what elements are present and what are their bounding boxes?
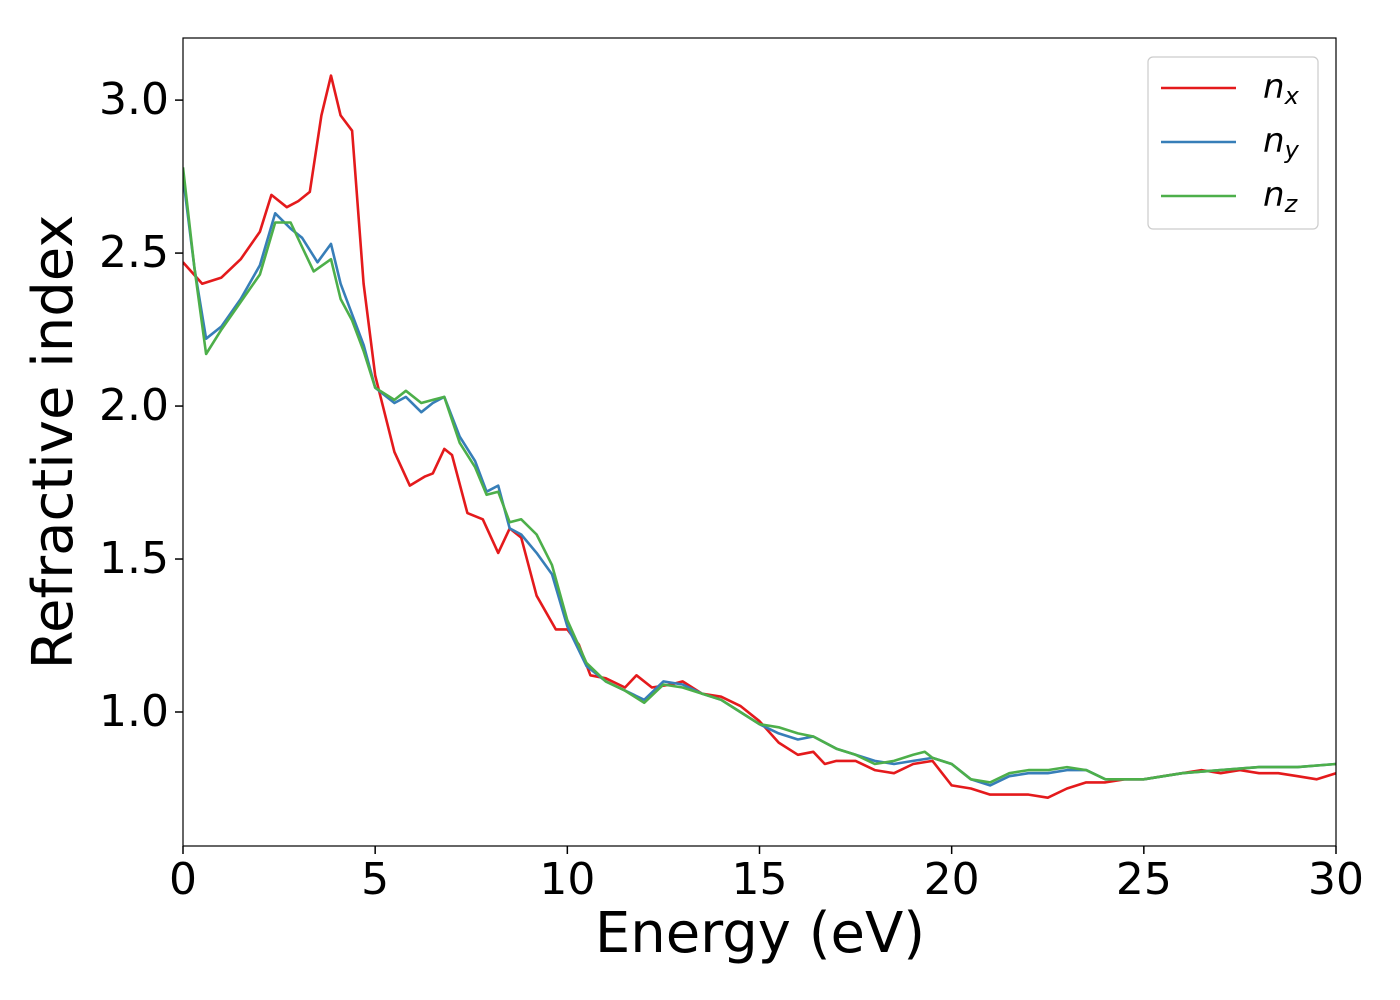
x-tick-label: 30 — [1308, 854, 1364, 905]
x-tick-label: 0 — [169, 854, 197, 905]
x-tick-label: 5 — [361, 854, 389, 905]
legend-label: nx — [1263, 67, 1300, 111]
legend-label: ny — [1263, 121, 1300, 165]
series-line — [183, 167, 1336, 784]
x-tick-label: 25 — [1116, 854, 1172, 905]
plot-frame — [182, 37, 1337, 847]
x-tick-label: 20 — [924, 854, 980, 905]
y-tick-label: 1.5 — [99, 533, 169, 584]
y-tick-label: 2.0 — [99, 380, 169, 431]
y-tick-label: 1.0 — [99, 686, 169, 737]
series-line — [183, 176, 1336, 787]
legend-label: nz — [1263, 175, 1299, 219]
x-tick-label: 15 — [732, 854, 788, 905]
x-axis-label: Energy (eV) — [595, 901, 925, 966]
x-tick-label: 10 — [539, 854, 595, 905]
y-axis-label: Refractive index — [21, 215, 86, 670]
y-tick-label: 2.5 — [99, 227, 169, 278]
y-tick-label: 3.0 — [99, 74, 169, 125]
